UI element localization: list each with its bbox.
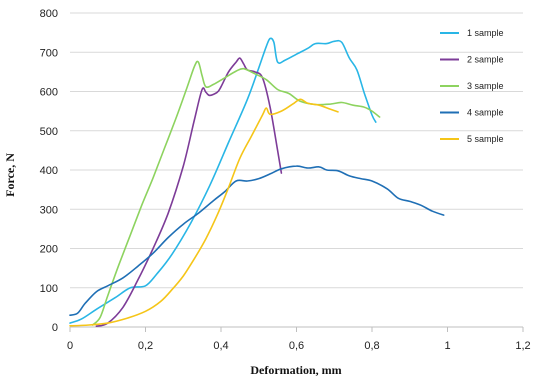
legend-label-5: 5 sample — [467, 134, 504, 144]
series-line-5 — [69, 98, 339, 327]
legend-label-2: 2 sample — [467, 55, 504, 65]
y-tick-label: 200 — [40, 244, 58, 256]
y-tick-label: 300 — [40, 204, 58, 216]
legend-label-1: 1 sample — [467, 28, 504, 38]
x-tick-label: 1,2 — [515, 340, 530, 352]
series-lines — [69, 37, 445, 327]
y-tick-label: 400 — [40, 165, 58, 177]
x-tick-label: 0 — [67, 340, 73, 352]
x-tick-label: 0,2 — [138, 340, 153, 352]
legend: 1 sample 2 sample 3 sample 4 sample 5 sample — [440, 28, 504, 144]
x-tick-labels: 0 0,2 0,4 0,6 0,8 1 1,2 — [67, 340, 531, 352]
gridlines — [70, 12, 523, 289]
series-line-3 — [91, 60, 381, 326]
x-tick-label: 0,8 — [364, 340, 379, 352]
legend-label-4: 4 sample — [467, 108, 504, 118]
axes — [69, 326, 524, 332]
y-axis-title: Force, N — [3, 153, 17, 197]
y-tick-label: 700 — [40, 47, 58, 59]
x-tick-label: 1 — [444, 340, 450, 352]
y-tick-label: 600 — [40, 87, 58, 99]
x-axis-title: Deformation, mm — [250, 363, 341, 377]
y-tick-label: 500 — [40, 126, 58, 138]
series-line-4 — [69, 165, 445, 316]
series-line-1 — [69, 37, 377, 324]
y-tick-label: 0 — [52, 322, 58, 334]
y-tick-labels: 0 100 200 300 400 500 600 700 800 — [40, 8, 58, 334]
x-tick-label: 0,4 — [213, 340, 228, 352]
legend-label-3: 3 sample — [467, 81, 504, 91]
y-tick-label: 800 — [40, 8, 58, 20]
y-tick-label: 100 — [40, 283, 58, 295]
x-tick-label: 0,6 — [289, 340, 304, 352]
series-line-2 — [95, 57, 283, 327]
